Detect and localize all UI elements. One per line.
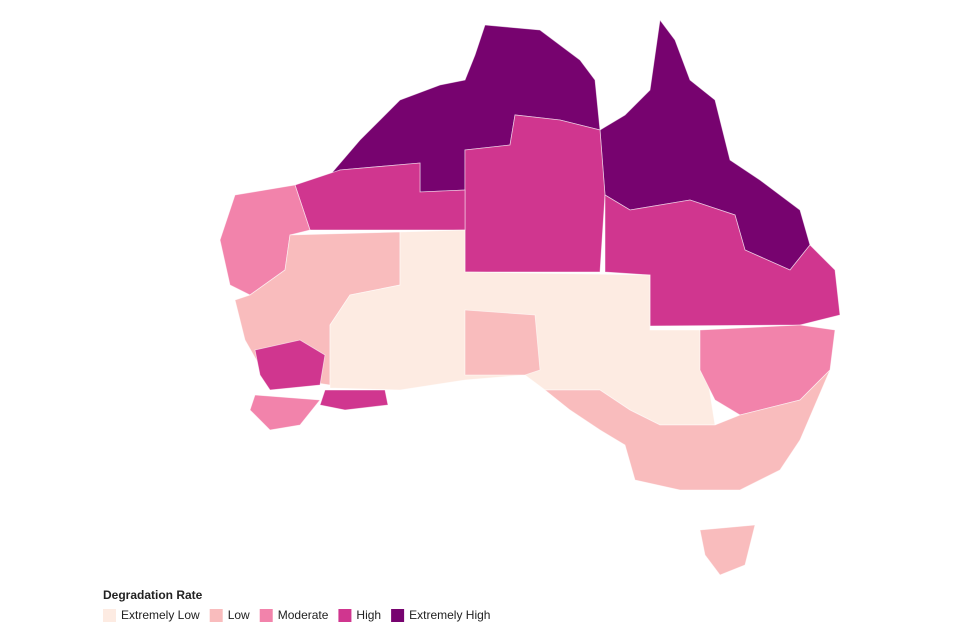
legend-swatch (391, 609, 405, 622)
region (464, 114, 606, 273)
region (464, 309, 541, 376)
legend-label: Low (228, 608, 250, 622)
legend-swatch (209, 609, 223, 622)
legend-label: Moderate (278, 608, 329, 622)
region (294, 162, 466, 231)
region (254, 339, 326, 391)
region (699, 524, 756, 576)
region (319, 389, 389, 411)
legend-title: Degradation Rate (103, 588, 203, 602)
legend-swatch (338, 609, 352, 622)
legend-label: Extremely High (409, 608, 490, 622)
region (543, 369, 831, 491)
legend-swatch (103, 609, 116, 622)
legend-label: Extremely Low (121, 608, 200, 622)
regions (219, 18, 841, 576)
legend-label: High (356, 608, 381, 622)
legend-swatch (259, 609, 273, 622)
region (249, 394, 321, 431)
legend: Extremely Low Low Moderate High Extremely Hi… (103, 608, 490, 622)
